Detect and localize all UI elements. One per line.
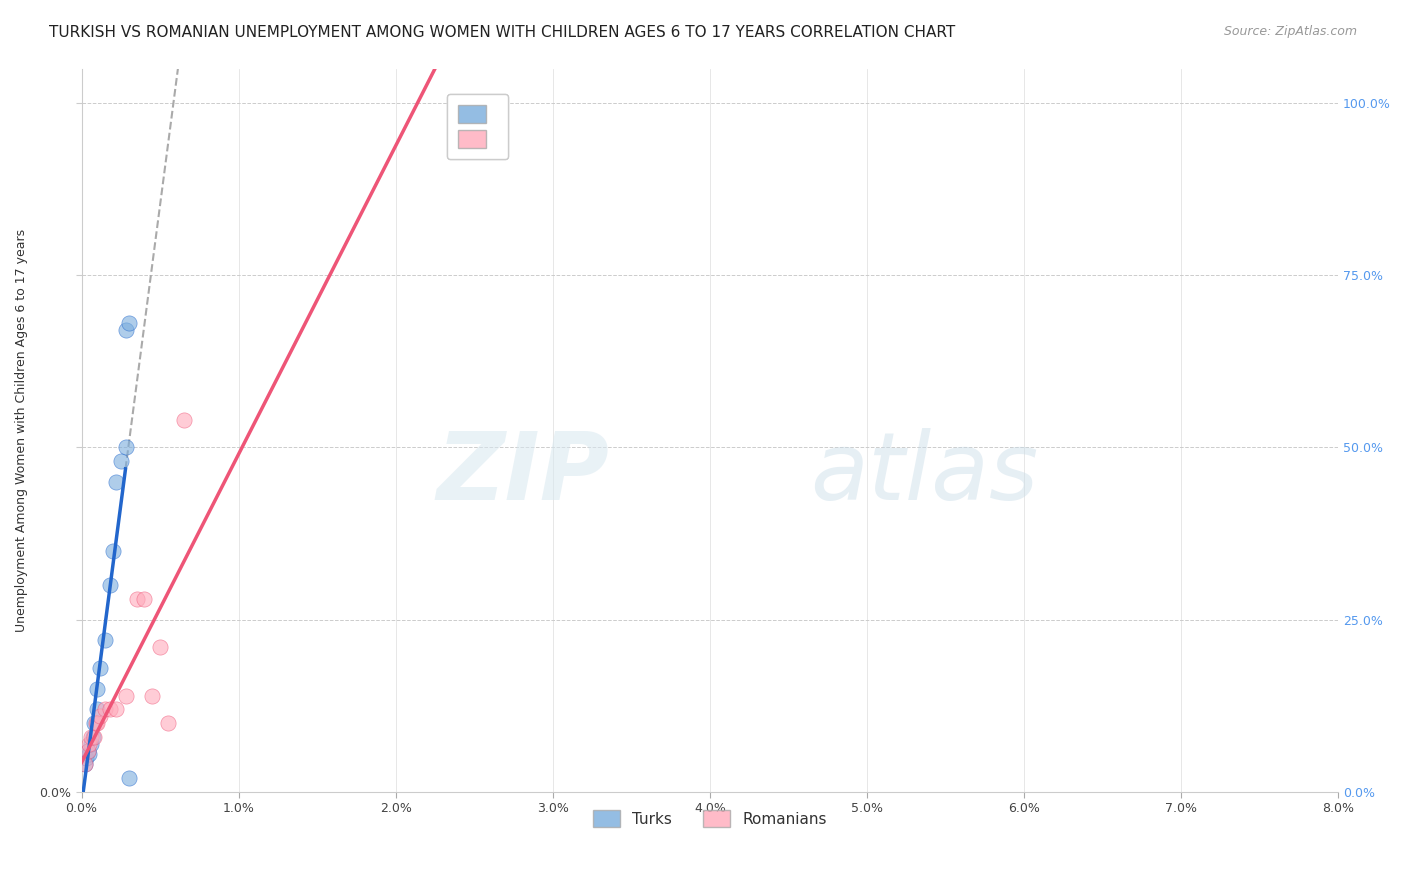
Point	[89, 661, 111, 675]
Point	[149, 640, 172, 655]
Text: atlas: atlas	[810, 428, 1039, 519]
Point	[114, 689, 136, 703]
Point	[89, 709, 111, 723]
Point	[156, 716, 179, 731]
Point	[83, 730, 105, 744]
Point	[98, 702, 121, 716]
Point	[141, 689, 163, 703]
Point	[94, 633, 117, 648]
Point	[101, 544, 124, 558]
Text: Source: ZipAtlas.com: Source: ZipAtlas.com	[1223, 25, 1357, 38]
Point	[79, 737, 101, 751]
Point	[134, 592, 156, 607]
Point	[76, 744, 98, 758]
Point	[94, 702, 117, 716]
Point	[80, 730, 103, 744]
Point	[83, 716, 105, 731]
Text: ZIP: ZIP	[436, 427, 609, 520]
Text: TURKISH VS ROMANIAN UNEMPLOYMENT AMONG WOMEN WITH CHILDREN AGES 6 TO 17 YEARS CO: TURKISH VS ROMANIAN UNEMPLOYMENT AMONG W…	[49, 25, 956, 40]
Point	[110, 454, 132, 468]
Point	[114, 441, 136, 455]
Point	[105, 702, 128, 716]
Point	[82, 730, 104, 744]
Point	[173, 413, 195, 427]
Point	[125, 592, 148, 607]
Point	[76, 744, 98, 758]
Point	[118, 771, 141, 785]
Point	[86, 702, 108, 716]
Point	[84, 716, 107, 731]
Point	[98, 578, 121, 592]
Point	[73, 757, 96, 772]
Point	[73, 757, 96, 772]
Point	[79, 747, 101, 761]
Point	[80, 737, 103, 751]
Point	[105, 475, 128, 489]
Point	[114, 323, 136, 337]
Point	[86, 716, 108, 731]
Point	[86, 681, 108, 696]
Point	[75, 750, 97, 764]
Point	[118, 317, 141, 331]
Legend: Turks, Romanians: Turks, Romanians	[585, 802, 835, 835]
Y-axis label: Unemployment Among Women with Children Ages 6 to 17 years: Unemployment Among Women with Children A…	[15, 228, 28, 632]
